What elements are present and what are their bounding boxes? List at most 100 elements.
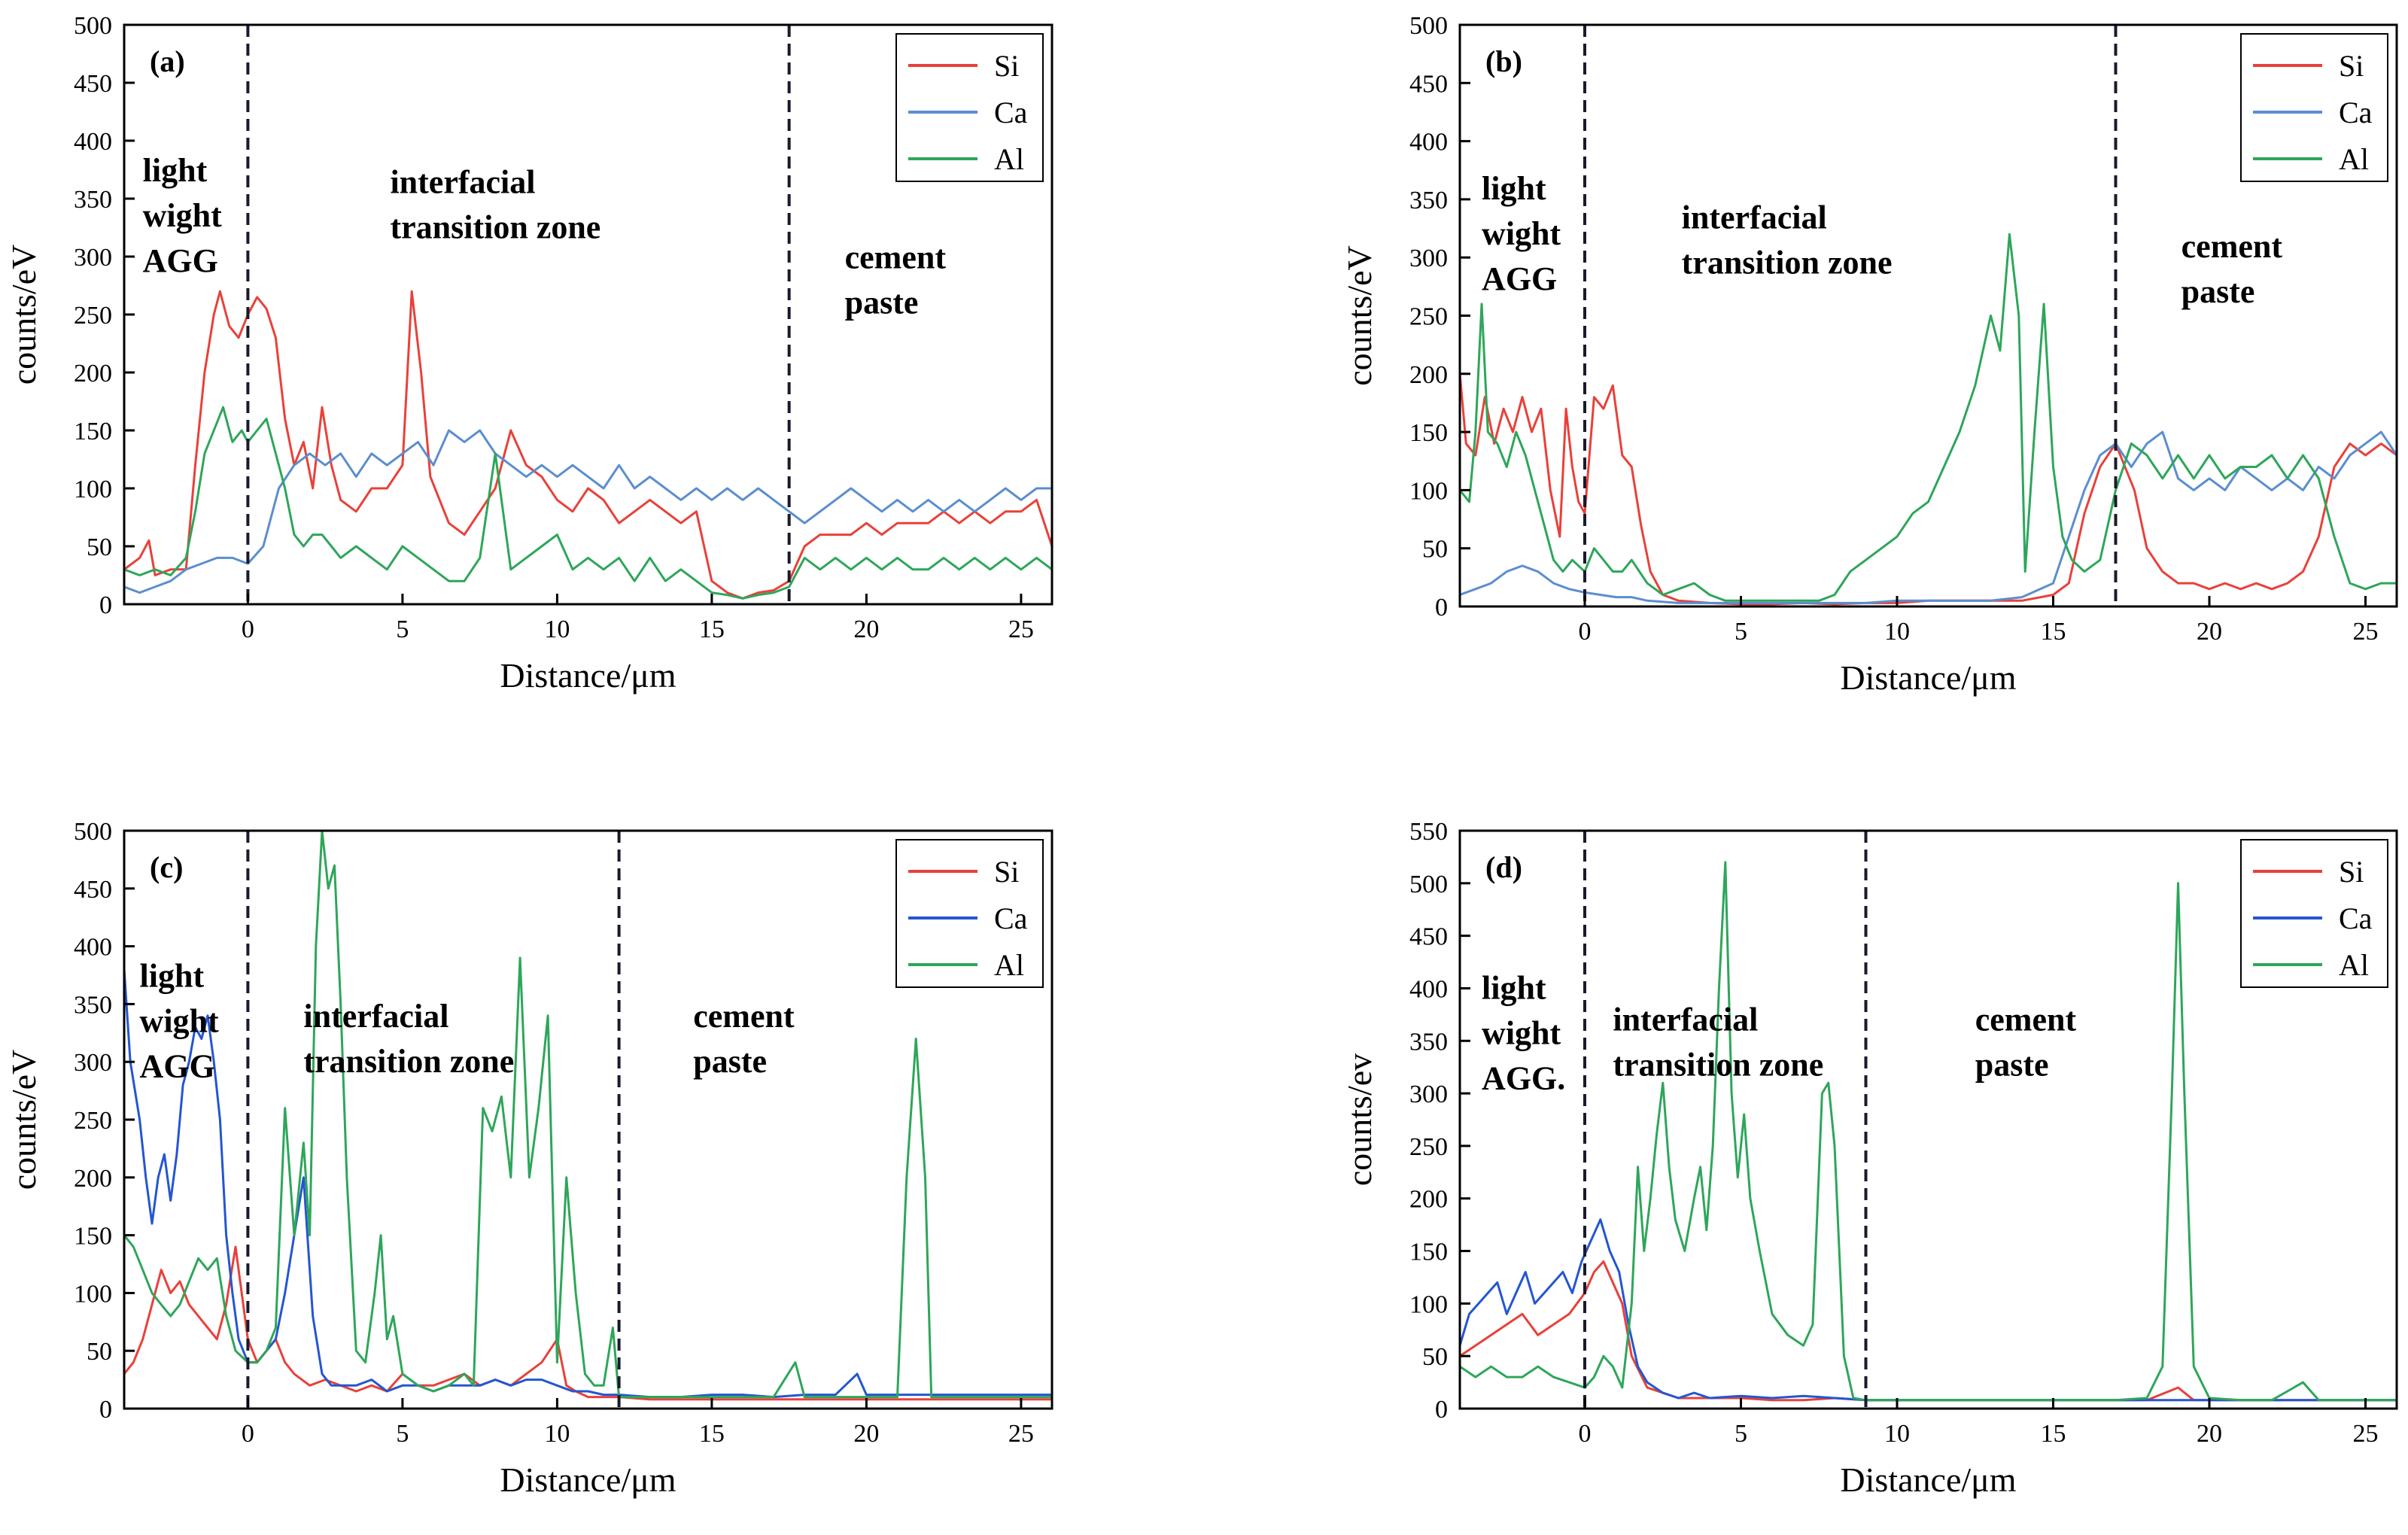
y-tick-label: 500 — [1409, 871, 1448, 898]
y-tick-label: 50 — [1422, 536, 1448, 564]
region-annotation: paste — [2181, 273, 2255, 310]
y-tick-label: 450 — [1409, 923, 1448, 951]
series-line-al — [1460, 233, 2397, 602]
x-tick-label: 25 — [2353, 618, 2379, 646]
x-tick-label: 15 — [2041, 618, 2066, 646]
panel-c: 0 5 10 15 20 25050100150200250300350400450500… — [5, 818, 1054, 1499]
y-tick-label: 350 — [1409, 187, 1448, 214]
y-tick-label: 300 — [74, 244, 112, 272]
y-tick-label: 100 — [1409, 1290, 1448, 1318]
x-tick-label: 15 — [699, 1420, 725, 1448]
legend-label-al: Al — [2339, 948, 2369, 982]
y-tick-label: 400 — [1409, 129, 1448, 157]
region-annotation: interfacial — [1682, 199, 1827, 236]
x-axis-label: Distance/μm — [1840, 658, 2016, 697]
series-line-al — [1460, 861, 2397, 1402]
y-tick-label: 300 — [1409, 245, 1448, 272]
y-tick-label: 500 — [1409, 12, 1448, 40]
y-tick-label: 200 — [74, 360, 112, 388]
y-tick-label: 100 — [74, 476, 112, 503]
legend-label-al: Al — [2339, 142, 2369, 176]
panel-label: (c) — [150, 850, 183, 884]
y-tick-label: 450 — [74, 70, 112, 98]
panel-label: (a) — [150, 44, 185, 78]
region-annotation: paste — [1975, 1046, 2049, 1083]
y-tick-label: 0 — [99, 1396, 112, 1424]
y-tick-label: 250 — [1409, 303, 1448, 331]
x-tick-label: 10 — [544, 616, 570, 643]
x-tick-label: 10 — [544, 1420, 570, 1448]
region-annotation: light — [1482, 969, 1546, 1006]
series-line-si — [124, 290, 1052, 600]
region-annotation: transition zone — [1613, 1046, 1823, 1083]
series-line-si — [1460, 1260, 2397, 1402]
series-line-ca — [1460, 430, 2397, 604]
x-tick-label: 5 — [1735, 618, 1747, 646]
region-annotation: transition zone — [303, 1043, 514, 1080]
panel-label: (b) — [1485, 44, 1522, 78]
x-tick-label: 0 — [242, 616, 254, 643]
y-tick-label: 150 — [74, 1223, 112, 1251]
region-annotation: paste — [845, 284, 919, 321]
y-tick-label: 350 — [1409, 1028, 1448, 1056]
y-tick-label: 100 — [74, 1280, 112, 1308]
region-annotation: AGG — [140, 1047, 215, 1084]
y-tick-label: 150 — [74, 418, 112, 445]
series-line-ca — [124, 429, 1052, 594]
region-annotation: transition zone — [390, 208, 600, 245]
y-tick-label: 150 — [1409, 419, 1448, 447]
y-tick-label: 500 — [74, 12, 112, 40]
region-annotation: wight — [143, 197, 222, 234]
y-tick-label: 400 — [74, 128, 112, 156]
region-annotation: cement — [693, 998, 795, 1035]
y-tick-label: 350 — [74, 186, 112, 214]
y-tick-label: 550 — [1409, 818, 1448, 846]
region-annotation: cement — [2181, 228, 2283, 265]
region-annotation: AGG. — [1482, 1059, 1565, 1096]
x-tick-label: 20 — [853, 616, 879, 643]
y-tick-label: 200 — [74, 1165, 112, 1193]
x-axis-label: Distance/μm — [1840, 1461, 2016, 1499]
x-tick-label: 15 — [699, 616, 725, 643]
legend-label-ca: Ca — [994, 901, 1028, 935]
y-axis-label: counts/eV — [5, 1050, 43, 1190]
x-tick-label: 20 — [2197, 1420, 2222, 1448]
y-tick-label: 100 — [1409, 477, 1448, 505]
region-annotation: interfacial — [303, 998, 448, 1035]
x-tick-label: 10 — [1884, 1420, 1910, 1448]
x-axis-label: Distance/μm — [500, 656, 676, 695]
x-tick-label: 5 — [396, 616, 409, 643]
x-tick-label: 15 — [2041, 1420, 2066, 1448]
legend-box — [2240, 33, 2388, 182]
panel-d: 0 5 10 15 20 25050100150200250300350400450500… — [1340, 818, 2398, 1499]
panel-label: (d) — [1485, 850, 1522, 884]
x-tick-label: 0 — [242, 1420, 254, 1448]
region-annotation: paste — [693, 1043, 767, 1080]
region-annotation: AGG — [143, 242, 218, 279]
legend-label-si: Si — [2339, 49, 2364, 83]
legend-box — [895, 33, 1044, 182]
y-tick-label: 200 — [1409, 361, 1448, 389]
region-annotation: wight — [1482, 1014, 1561, 1051]
y-tick-label: 250 — [74, 302, 112, 330]
x-tick-label: 5 — [396, 1420, 409, 1448]
plot-frame — [1458, 829, 2398, 1410]
series-line-al — [124, 831, 1052, 1399]
legend-label-si: Si — [994, 855, 1019, 889]
series-line-al — [124, 406, 1052, 600]
legend-label-ca: Ca — [994, 96, 1028, 129]
y-tick-label: 0 — [99, 591, 112, 619]
region-annotation: light — [1482, 170, 1546, 207]
y-tick-label: 50 — [1422, 1343, 1448, 1371]
panel-b: 0 5 10 15 20 25050100150200250300350400450500… — [1340, 12, 2398, 697]
region-annotation: AGG — [1482, 260, 1557, 297]
series-line-ca — [124, 969, 1052, 1399]
x-tick-label: 0 — [1579, 618, 1592, 646]
x-tick-label: 0 — [1579, 1420, 1592, 1448]
y-tick-label: 50 — [87, 1338, 112, 1366]
region-annotation: interfacial — [1613, 1001, 1758, 1038]
legend-label-ca: Ca — [2339, 901, 2373, 935]
y-tick-label: 0 — [1435, 594, 1448, 622]
y-tick-label: 200 — [1409, 1186, 1448, 1214]
